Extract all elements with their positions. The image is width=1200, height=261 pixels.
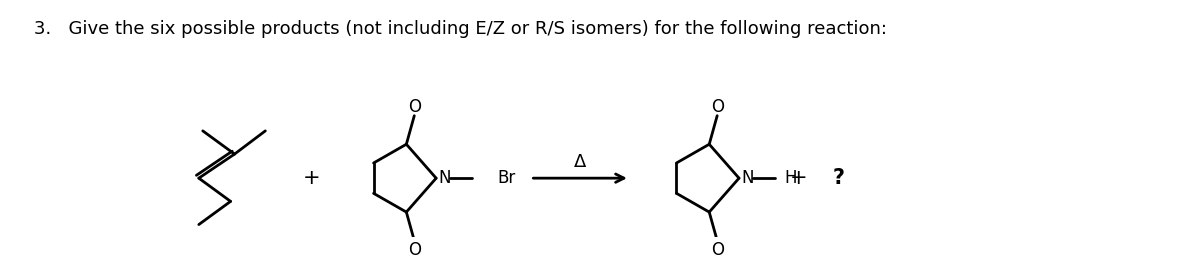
Text: O: O (408, 98, 421, 116)
Text: O: O (408, 241, 421, 259)
Text: N: N (742, 169, 754, 187)
Text: 3.   Give the six possible products (not including E/Z or R/S isomers) for the f: 3. Give the six possible products (not i… (34, 20, 887, 38)
Text: O: O (710, 241, 724, 259)
Text: Br: Br (498, 169, 516, 187)
Text: O: O (710, 98, 724, 116)
Text: Δ: Δ (574, 153, 587, 171)
Text: ?: ? (833, 168, 845, 188)
Text: +: + (790, 168, 808, 188)
Text: H: H (785, 169, 797, 187)
Text: +: + (304, 168, 320, 188)
Text: N: N (438, 169, 451, 187)
